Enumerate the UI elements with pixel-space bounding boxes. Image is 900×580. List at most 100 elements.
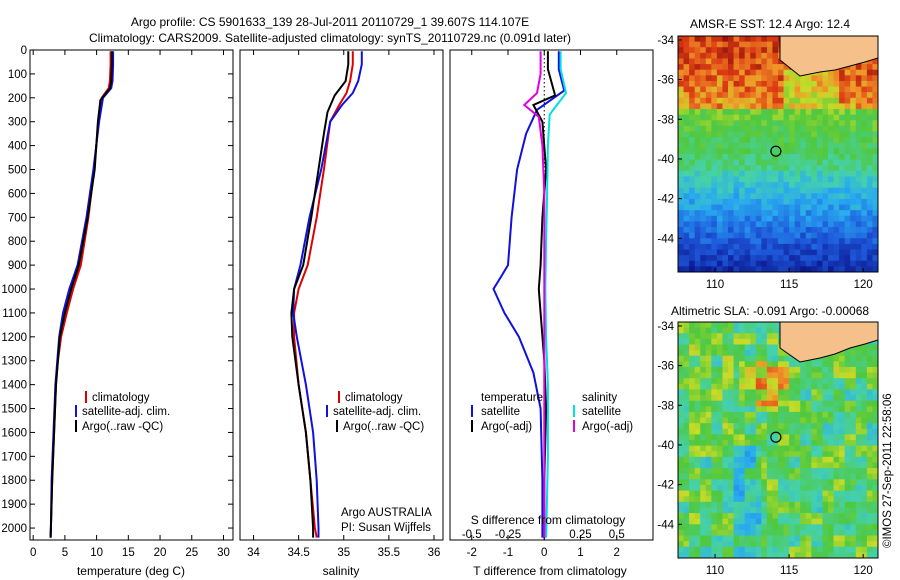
heatmap-cell (811, 198, 818, 205)
heatmap-cell (772, 513, 779, 520)
heatmap-cell (705, 69, 712, 76)
heatmap-cell (744, 445, 751, 452)
heatmap-cell (789, 400, 796, 407)
x-tick-label: 5 (62, 547, 68, 559)
heatmap-cell (861, 434, 868, 441)
heatmap-cell (755, 383, 762, 390)
heatmap-cell (778, 80, 784, 87)
heatmap-cell (800, 204, 807, 211)
heatmap-cell (816, 198, 823, 205)
heatmap-cell (783, 524, 790, 531)
heatmap-cell (711, 204, 718, 211)
heatmap-cell (766, 193, 773, 200)
heatmap-cell (816, 468, 823, 475)
heatmap-cell (694, 350, 701, 357)
heatmap-cell (683, 445, 690, 452)
heatmap-cell (705, 423, 712, 430)
heatmap-cell (816, 428, 823, 435)
heatmap-cell (872, 473, 879, 480)
heatmap-cell (683, 227, 690, 234)
heatmap-cell (789, 535, 796, 542)
heatmap-cell (705, 350, 712, 357)
x-tick-label: 35.5 (378, 547, 400, 559)
heatmap-cell (794, 501, 801, 508)
heatmap-cell (855, 255, 862, 262)
depth-tick-label: 200 (8, 93, 27, 105)
heatmap-cell (828, 423, 834, 430)
heatmap-cell (828, 529, 834, 536)
heatmap-cell (744, 131, 751, 138)
heatmap-cell (800, 456, 807, 463)
heatmap-cell (744, 142, 751, 149)
heatmap-cell (828, 221, 834, 228)
heatmap-cell (844, 361, 851, 368)
heatmap-cell (833, 210, 840, 217)
heatmap-cell (750, 159, 757, 166)
heatmap-cell (744, 159, 751, 166)
heatmap-cell (833, 468, 840, 475)
heatmap-cell (722, 462, 729, 469)
heatmap-cell (855, 417, 862, 424)
heatmap-cell (805, 170, 812, 177)
heatmap-cell (716, 114, 723, 121)
heatmap-cell (689, 58, 696, 65)
heatmap-cell (805, 383, 812, 390)
heatmap-cell (716, 378, 723, 385)
heatmap-cell (739, 187, 746, 194)
heatmap-cell (700, 148, 707, 155)
heatmap-cell (861, 406, 868, 413)
heatmap-cell (800, 131, 807, 138)
heatmap-cell (728, 198, 734, 205)
heatmap-cell (794, 227, 801, 234)
heatmap-cell (783, 92, 790, 99)
heatmap-cell (839, 120, 846, 127)
heatmap-cell (861, 479, 868, 486)
heatmap-cell (839, 535, 846, 542)
heatmap-cell (805, 159, 812, 166)
heatmap-cell (705, 355, 712, 362)
heatmap-cell (789, 154, 796, 161)
heatmap-cell (794, 142, 801, 149)
heatmap-cell (711, 47, 718, 54)
heatmap-cell (861, 518, 868, 525)
heatmap-cell (689, 249, 696, 256)
heatmap-cell (828, 198, 834, 205)
heatmap-cell (850, 114, 857, 121)
heatmap-cell (766, 97, 773, 104)
heatmap-cell (678, 473, 684, 480)
heatmap-cell (722, 400, 729, 407)
heatmap-cell (755, 496, 762, 503)
heatmap-cell (778, 64, 784, 71)
heatmap-cell (700, 86, 707, 93)
heatmap-cell (733, 109, 740, 116)
heatmap-cell (800, 243, 807, 250)
heatmap-cell (739, 462, 746, 469)
heatmap-cell (750, 350, 757, 357)
heatmap-cell (711, 131, 718, 138)
heatmap-cell (828, 187, 834, 194)
heatmap-cell (689, 238, 696, 245)
heatmap-cell (705, 484, 712, 491)
lat-tick-label: -44 (657, 233, 674, 245)
heatmap-cell (689, 355, 696, 362)
x-tick-label: 35 (337, 547, 350, 559)
heatmap-cell (766, 378, 773, 385)
heatmap-cell (772, 529, 779, 536)
heatmap-cell (805, 496, 812, 503)
heatmap-cell (772, 400, 779, 407)
depth-tick-label: 300 (8, 117, 27, 129)
heatmap-cell (678, 114, 684, 121)
depth-tick-label: 900 (8, 260, 27, 272)
heatmap-cell (678, 552, 684, 559)
heatmap-cell (816, 103, 823, 110)
heatmap-cell (733, 103, 740, 110)
heatmap-cell (789, 434, 796, 441)
heatmap-cell (678, 92, 684, 99)
heatmap-cell (844, 221, 851, 228)
heatmap-cell (733, 366, 740, 373)
heatmap-cell (794, 75, 801, 82)
heatmap-cell (744, 440, 751, 447)
heatmap-cell (744, 434, 751, 441)
heatmap-cell (700, 479, 707, 486)
heatmap-cell (811, 154, 818, 161)
